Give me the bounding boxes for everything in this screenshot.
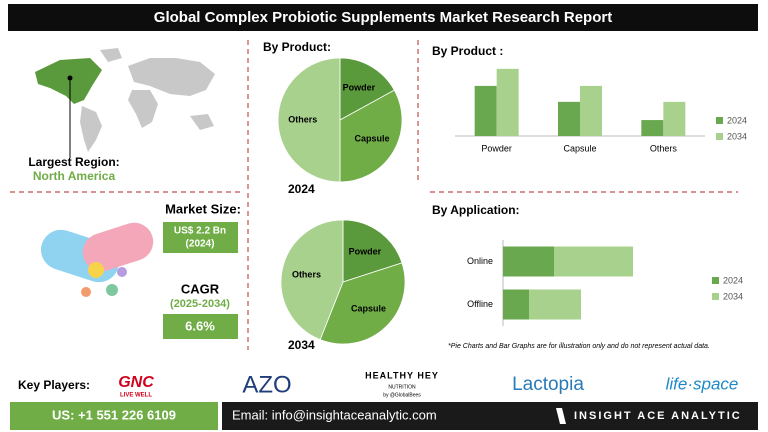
market-size-label: Market Size:	[165, 201, 241, 216]
cagr-period: (2025-2034)	[170, 298, 230, 310]
brand-icon	[556, 408, 566, 424]
company-logo: AZO	[242, 371, 291, 398]
slice-label: Others	[292, 269, 321, 279]
key-players-label: Key Players:	[18, 378, 90, 392]
footer-bar	[222, 402, 758, 430]
bar	[558, 101, 580, 136]
bar	[641, 120, 664, 136]
note: *Pie Charts and Bar Graphs are for illus…	[448, 343, 710, 350]
cagr-box	[163, 314, 238, 339]
pie-slice	[339, 89, 403, 183]
legend-swatch	[716, 117, 723, 124]
page-title: Global Complex Probiotic Supplements Mar…	[154, 9, 612, 26]
bar	[496, 68, 519, 136]
company-logo: GNC	[118, 374, 154, 391]
slice-label: Powder	[349, 246, 382, 256]
company-logo: HEALTHY HEY	[365, 370, 439, 380]
chart-title: By Product:	[263, 40, 331, 54]
bar	[580, 85, 602, 136]
pie-year: 2034	[288, 338, 315, 352]
y-tick-label: Online	[467, 256, 493, 266]
cagr-value: 6.6%	[185, 318, 215, 333]
bar	[554, 246, 633, 277]
legend-swatch	[712, 293, 719, 300]
slice-label: Powder	[343, 82, 376, 92]
company-logo: Lactopia	[512, 374, 584, 395]
pie-slice	[342, 219, 403, 283]
world-map	[35, 48, 215, 158]
bar	[663, 101, 686, 136]
chart-title: By Product :	[432, 44, 503, 58]
slice-label: Capsule	[355, 133, 390, 143]
chart-title: By Application:	[432, 203, 520, 217]
pie-slice	[280, 219, 344, 341]
market-size-box	[163, 222, 238, 253]
market-size-value: US$ 2.2 Bn	[174, 226, 226, 237]
y-tick-label: Offline	[467, 299, 493, 309]
pie-slice	[277, 57, 341, 183]
pie-slice	[319, 262, 406, 345]
pie-slice	[339, 57, 395, 121]
bar	[474, 85, 497, 136]
region-value: North America	[33, 169, 116, 183]
company-tagline: LIVE WELL	[120, 393, 152, 399]
pie-year: 2024	[288, 182, 315, 196]
slice-label: Capsule	[351, 303, 386, 313]
x-tick-label: Capsule	[563, 143, 596, 153]
x-tick-label: Others	[650, 143, 678, 153]
brand: INSIGHT ACE ANALYTIC	[574, 410, 742, 422]
pills-illustration	[40, 222, 154, 297]
title-bar	[8, 4, 758, 31]
region-label: Largest Region:	[28, 155, 119, 169]
slice-label: Others	[288, 114, 317, 124]
legend-label: 2024	[723, 275, 743, 285]
bar	[529, 289, 581, 320]
company-byline: by @GlobalBees	[383, 392, 421, 398]
legend-label: 2024	[727, 115, 747, 125]
email: Email: info@insightaceanalytic.com	[232, 407, 437, 422]
bar	[503, 289, 529, 320]
x-tick-label: Powder	[481, 143, 512, 153]
company-logo: life·space	[666, 374, 739, 393]
legend-swatch	[716, 133, 723, 140]
bar	[503, 246, 554, 277]
legend-label: 2034	[727, 131, 747, 141]
legend-label: 2034	[723, 291, 743, 301]
phone-box	[10, 402, 218, 430]
company-tagline: NUTRITION	[388, 384, 416, 390]
legend-swatch	[712, 277, 719, 284]
phone: US: +1 551 226 6109	[52, 407, 176, 422]
cagr-label: CAGR	[181, 281, 220, 296]
market-size-year: (2024)	[186, 239, 215, 250]
